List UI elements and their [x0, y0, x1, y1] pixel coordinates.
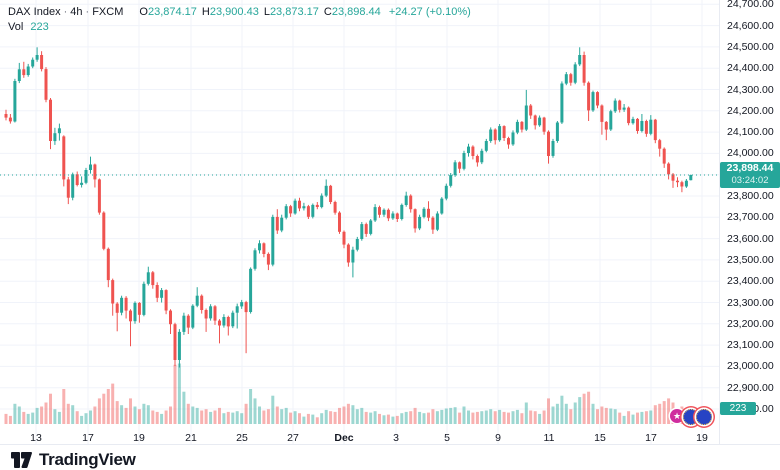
volume-value: 223: [30, 21, 49, 33]
tradingview-logo[interactable]: TradingView: [10, 450, 136, 470]
time-axis[interactable]: 13 17 19 21 25 27 Dec 3 5 9 11 15 17 19: [0, 430, 719, 444]
ohlc-letter: O: [139, 6, 148, 18]
volume-label: Vol: [8, 21, 24, 33]
separator: ·: [63, 6, 68, 18]
price-axis[interactable]: 24,700.00 24,600.00 24,500.00 24,400.00 24,3…: [720, 0, 780, 444]
time-axis-label: 17: [82, 432, 94, 444]
candlestick-chart[interactable]: [0, 0, 719, 444]
interval-label[interactable]: 4h: [70, 6, 83, 18]
time-axis-label: Dec: [334, 432, 354, 444]
time-axis-label: 5: [444, 432, 450, 444]
time-axis-label: 3: [393, 432, 399, 444]
time-axis-label: 13: [30, 432, 42, 444]
volume-axis-label: 223: [720, 402, 756, 415]
price-axis-label: 23,400.00: [727, 275, 774, 288]
time-axis-label: 25: [236, 432, 248, 444]
volume-row: Vol 223: [8, 20, 471, 35]
current-price-label: 23,898.44 03:24:02: [720, 162, 780, 189]
price-axis-label: 23,200.00: [727, 317, 774, 330]
tradingview-logo-icon: [11, 452, 32, 468]
price-axis-label: 24,100.00: [727, 126, 774, 139]
time-axis-label: 9: [495, 432, 501, 444]
price-axis-label: 24,700.00: [727, 0, 774, 11]
price-axis-label: 23,600.00: [727, 232, 774, 245]
price-axis-label: 24,500.00: [727, 40, 774, 53]
symbol-row[interactable]: DAX Index · 4h · FXCM O23,874.17 H23,900.43 L2…: [8, 5, 471, 20]
time-axis-label: 19: [133, 432, 145, 444]
price-axis-label: 22,900.00: [727, 381, 774, 394]
time-axis-border: [0, 444, 780, 445]
change-value: +24.27 (+0.10%): [388, 6, 471, 18]
chart-legend: DAX Index · 4h · FXCM O23,874.17 H23,900.43 L2…: [8, 5, 471, 35]
price-axis-border: [719, 0, 720, 444]
time-axis-label: 17: [645, 432, 657, 444]
time-axis-label: 21: [185, 432, 197, 444]
time-axis-label: 27: [287, 432, 299, 444]
symbol-name[interactable]: DAX Index: [8, 6, 61, 18]
price-axis-label: 23,500.00: [727, 253, 774, 266]
time-axis-label: 19: [696, 432, 708, 444]
time-axis-label: 15: [594, 432, 606, 444]
price-axis-label: 23,700.00: [727, 211, 774, 224]
exchange-label[interactable]: FXCM: [92, 6, 124, 18]
current-price-value: 23,898.44: [726, 162, 774, 175]
tradingview-logo-text: TradingView: [39, 450, 136, 469]
ohlc-value: 23,898.44: [331, 6, 381, 18]
separator: ·: [85, 6, 90, 18]
price-axis-label: 24,600.00: [727, 19, 774, 32]
ohlc-letter: L: [263, 6, 270, 18]
ohlc-value: 23,873.17: [269, 6, 319, 18]
price-axis-label: 24,200.00: [727, 104, 774, 117]
price-axis-label: 23,300.00: [727, 296, 774, 309]
economic-event-marker-eu[interactable]: [696, 409, 712, 425]
ohlc-value: 23,900.43: [209, 6, 259, 18]
price-axis-label: 24,300.00: [727, 83, 774, 96]
ohlc-values: O23,874.17 H23,900.43 L23,873.17 C23,898.44: [134, 6, 380, 18]
bar-countdown-timer: 03:24:02: [731, 175, 769, 187]
price-axis-label: 23,800.00: [727, 190, 774, 202]
event-marker-star[interactable]: ★: [670, 409, 684, 423]
price-axis-label: 24,400.00: [727, 62, 774, 75]
time-axis-label: 11: [543, 432, 555, 444]
price-axis-label: 23,000.00: [727, 360, 774, 373]
ohlc-value: 23,874.17: [147, 6, 197, 18]
price-axis-label: 23,100.00: [727, 339, 774, 352]
ohlc-letter: C: [323, 6, 332, 18]
price-axis-label: 24,000.00: [727, 147, 774, 160]
ohlc-letter: H: [201, 6, 210, 18]
